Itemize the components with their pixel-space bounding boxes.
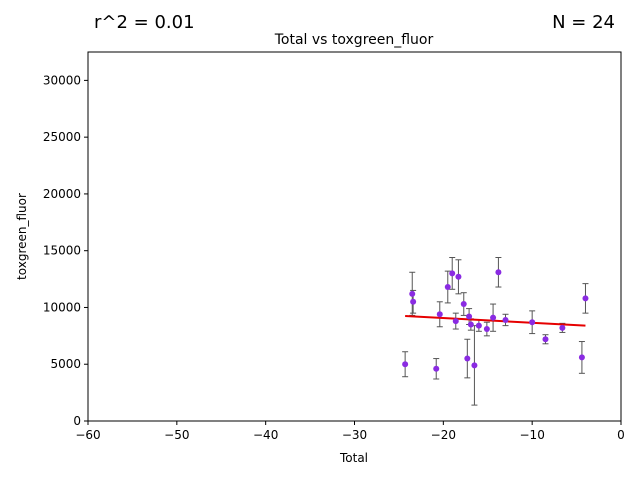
x-tick-label: −30 [342,428,367,442]
x-tick-label: 0 [617,428,625,442]
y-tick-label: 0 [73,414,81,428]
data-point [410,298,417,305]
data-point [455,273,462,280]
y-tick-label: 20000 [43,187,81,201]
axes-frame [87,51,622,422]
sample-count-annotation: N = 24 [552,12,615,33]
data-point [529,319,536,326]
y-tick-label: 10000 [43,300,81,314]
data-point [402,361,409,368]
data-point [409,290,416,297]
y-axis-label: toxgreen_fluor [15,193,29,280]
y-tick-label: 25000 [43,130,81,144]
data-point [464,355,471,362]
x-tick-label: −20 [431,428,456,442]
r-squared-annotation: r^2 = 0.01 [94,12,195,33]
y-tick-label: 5000 [50,357,81,371]
x-tick-label: −50 [164,428,189,442]
y-tick-label: 15000 [43,244,81,258]
chart-title: Total vs toxgreen_fluor [274,32,434,48]
data-point [578,354,585,361]
data-point [542,336,549,343]
data-point [471,362,478,369]
x-tick-label: −10 [520,428,545,442]
data-point [460,301,467,308]
x-axis-label: Total [339,451,368,465]
data-point [449,270,456,277]
data-point [467,321,474,328]
data-point [444,284,451,291]
x-tick-label: −40 [253,428,278,442]
x-tick-label: −60 [75,428,100,442]
data-point [475,322,482,329]
data-point [433,365,440,372]
fit-line [405,314,586,327]
data-point [436,311,443,318]
data-point [483,326,490,333]
y-tick-label: 30000 [43,73,81,87]
data-point [495,269,502,276]
data-point [466,313,473,320]
data-point [452,318,459,325]
data-point [582,295,589,302]
data-point [502,316,509,323]
data-point [490,314,497,321]
data-point [559,324,566,331]
plot-area [402,257,589,406]
